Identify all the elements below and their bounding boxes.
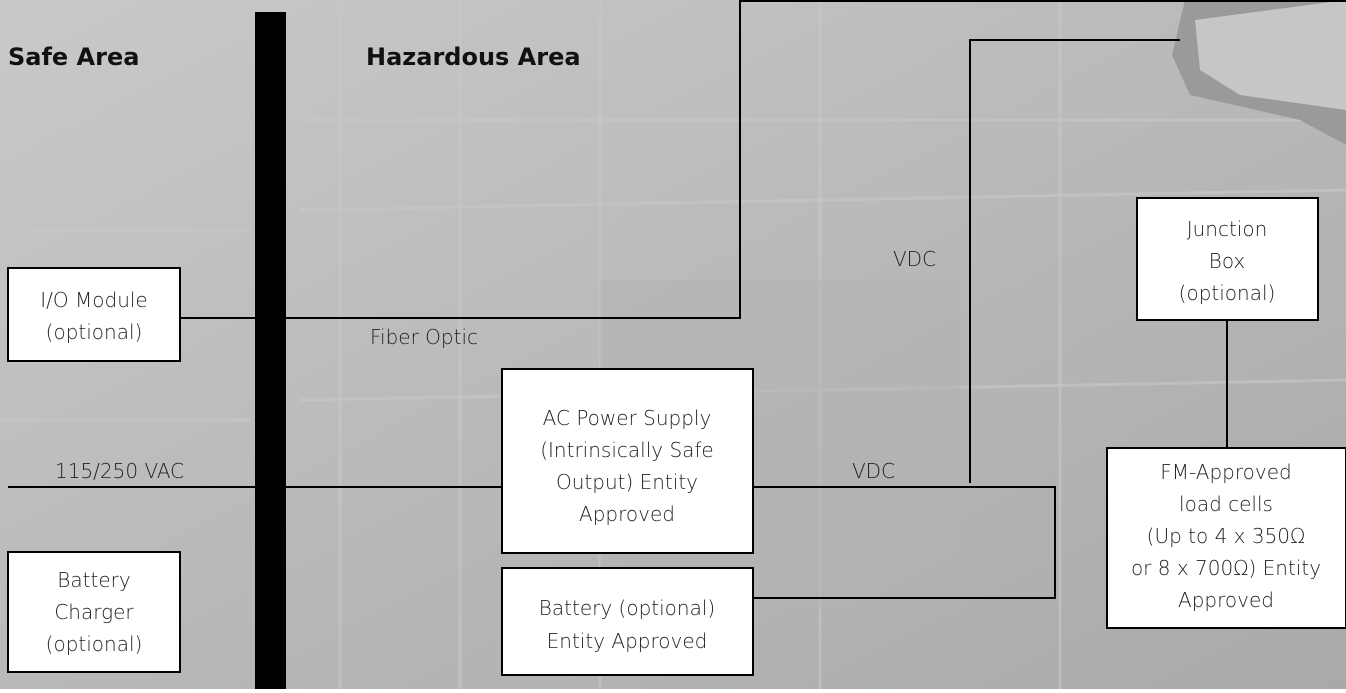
box xyxy=(8,268,180,361)
box-label: (optional) xyxy=(1179,281,1276,305)
box-label: Junction xyxy=(1187,217,1268,241)
page: Safe Area Hazardous Area Fiber Optic 115… xyxy=(0,0,1346,689)
area-label: Safe Area xyxy=(8,43,139,71)
diagram: Safe Area Hazardous Area Fiber Optic 115… xyxy=(0,0,1346,689)
box-label: Entity Approved xyxy=(547,629,708,653)
box-label: Battery xyxy=(57,568,130,592)
box-label: (optional) xyxy=(46,320,143,344)
box-label: FM-Approved xyxy=(1160,460,1291,484)
connection-label: VDC xyxy=(893,247,936,271)
box-label: I/O Module xyxy=(40,288,147,312)
box-label: or 8 x 700Ω) Entity xyxy=(1131,556,1321,580)
box xyxy=(502,568,753,675)
box-label: Approved xyxy=(579,502,675,526)
connection-label: VDC xyxy=(852,459,895,483)
box-label: Approved xyxy=(1178,588,1274,612)
box-label: AC Power Supply xyxy=(543,406,712,430)
box-label: (optional) xyxy=(46,632,143,656)
connection-label: 115/250 VAC xyxy=(55,459,184,483)
barrier xyxy=(255,12,286,689)
box-label: (Intrinsically Safe xyxy=(540,438,714,462)
area-label: Hazardous Area xyxy=(366,43,581,71)
box-label: Box xyxy=(1209,249,1246,273)
connection-label: Fiber Optic xyxy=(370,325,478,349)
box-label: Charger xyxy=(54,600,134,624)
box-label: load cells xyxy=(1179,492,1273,516)
box-label: Battery (optional) xyxy=(539,596,715,620)
box-label: (Up to 4 x 350Ω xyxy=(1147,524,1306,548)
box-label: Output) Entity xyxy=(556,470,698,494)
